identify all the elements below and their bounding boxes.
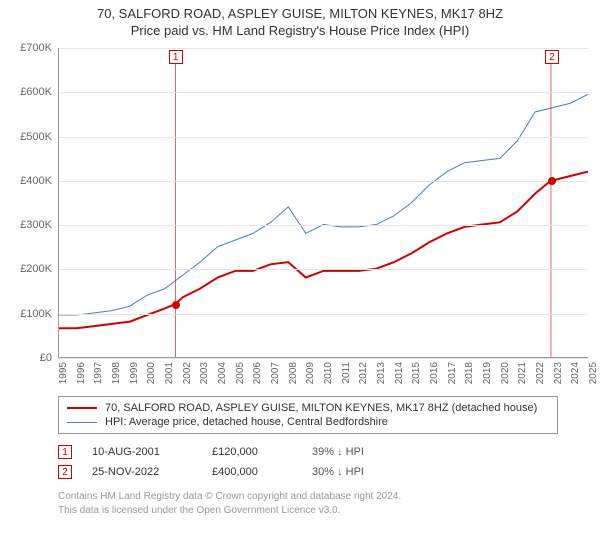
x-tick-label: 2016 <box>429 362 440 384</box>
series-line-property <box>59 172 588 329</box>
x-tick-label: 2021 <box>517 362 528 384</box>
y-tick-label: £300K <box>20 219 52 231</box>
y-tick-label: £400K <box>20 175 52 187</box>
x-tick-label: 2014 <box>394 362 405 384</box>
y-tick-label: £200K <box>20 263 52 275</box>
x-tick-label: 2007 <box>270 362 281 384</box>
sale-pct-vs-hpi: 39% ↓ HPI <box>312 446 422 458</box>
sale-price: £400,000 <box>212 466 292 478</box>
sale-marker-icon: 2 <box>58 465 72 479</box>
sale-row: 2 25-NOV-2022 £400,000 30% ↓ HPI <box>58 462 590 482</box>
title-block: 70, SALFORD ROAD, ASPLEY GUISE, MILTON K… <box>10 6 590 38</box>
y-tick-label: £0 <box>40 352 52 364</box>
footer-copyright: Contains HM Land Registry data © Crown c… <box>58 490 590 504</box>
sale-marker-icon: 1 <box>58 445 72 459</box>
y-tick-label: £100K <box>20 308 52 320</box>
legend-swatch <box>67 407 97 409</box>
x-tick-label: 2018 <box>464 362 475 384</box>
legend-label: HPI: Average price, detached house, Cent… <box>105 416 388 428</box>
y-axis: £0£100K£200K£300K£400K£500K£600K£700K <box>10 48 56 358</box>
sales-table: 1 10-AUG-2001 £120,000 39% ↓ HPI 2 25-NOV-202… <box>58 442 590 482</box>
legend-label: 70, SALFORD ROAD, ASPLEY GUISE, MILTON K… <box>105 402 537 414</box>
x-tick-label: 2004 <box>217 362 228 384</box>
chart-subtitle: Price paid vs. HM Land Registry's House … <box>10 23 590 38</box>
chart-container: 70, SALFORD ROAD, ASPLEY GUISE, MILTON K… <box>0 0 600 528</box>
footer-licence: This data is licensed under the Open Gov… <box>58 504 590 518</box>
x-tick-label: 2009 <box>305 362 316 384</box>
x-tick-label: 2011 <box>341 362 352 384</box>
x-tick-label: 1995 <box>58 362 69 384</box>
x-tick-label: 1998 <box>111 362 122 384</box>
footer: Contains HM Land Registry data © Crown c… <box>58 490 590 518</box>
x-tick-label: 2001 <box>164 362 175 384</box>
sale-dot <box>172 301 180 309</box>
legend-item-property: 70, SALFORD ROAD, ASPLEY GUISE, MILTON K… <box>67 401 549 415</box>
x-tick-label: 2013 <box>376 362 387 384</box>
x-axis: 1995 1996 1997 1998 1999 2000 2001 2002 2003 2004… <box>58 358 588 388</box>
x-tick-label: 2010 <box>323 362 334 384</box>
x-tick-label: 2019 <box>482 362 493 384</box>
x-tick-label: 2017 <box>447 362 458 384</box>
x-tick-label: 2020 <box>500 362 511 384</box>
sale-row: 1 10-AUG-2001 £120,000 39% ↓ HPI <box>58 442 590 462</box>
x-tick-label: 1999 <box>129 362 140 384</box>
sale-dot <box>548 177 556 185</box>
plot: 12 <box>58 48 588 358</box>
legend: 70, SALFORD ROAD, ASPLEY GUISE, MILTON K… <box>58 396 558 434</box>
x-tick-label: 2006 <box>252 362 263 384</box>
x-tick-label: 2012 <box>358 362 369 384</box>
series-line-hpi <box>59 94 588 315</box>
x-tick-label: 1996 <box>76 362 87 384</box>
x-tick-label: 2005 <box>235 362 246 384</box>
x-tick-label: 2008 <box>288 362 299 384</box>
legend-item-hpi: HPI: Average price, detached house, Cent… <box>67 415 549 429</box>
sale-date: 10-AUG-2001 <box>92 446 192 458</box>
x-tick-label: 2000 <box>146 362 157 384</box>
plot-area: £0£100K£200K£300K£400K£500K£600K£700K 12… <box>10 48 590 388</box>
sale-price: £120,000 <box>212 446 292 458</box>
sale-marker-box: 1 <box>169 50 183 64</box>
y-tick-label: £600K <box>20 86 52 98</box>
x-tick-label: 2002 <box>182 362 193 384</box>
legend-swatch <box>67 422 97 423</box>
x-tick-label: 2023 <box>553 362 564 384</box>
x-tick-label: 2003 <box>199 362 210 384</box>
x-tick-label: 2015 <box>411 362 422 384</box>
sale-date: 25-NOV-2022 <box>92 466 192 478</box>
chart-title-address: 70, SALFORD ROAD, ASPLEY GUISE, MILTON K… <box>10 6 590 21</box>
x-tick-label: 2025 <box>588 362 599 384</box>
x-tick-label: 1997 <box>93 362 104 384</box>
sale-marker-box: 2 <box>545 50 559 64</box>
x-tick-label: 2024 <box>570 362 581 384</box>
chart-lines <box>59 48 588 357</box>
y-tick-label: £500K <box>20 131 52 143</box>
x-tick-label: 2022 <box>535 362 546 384</box>
y-tick-label: £700K <box>20 42 52 54</box>
sale-pct-vs-hpi: 30% ↓ HPI <box>312 466 422 478</box>
